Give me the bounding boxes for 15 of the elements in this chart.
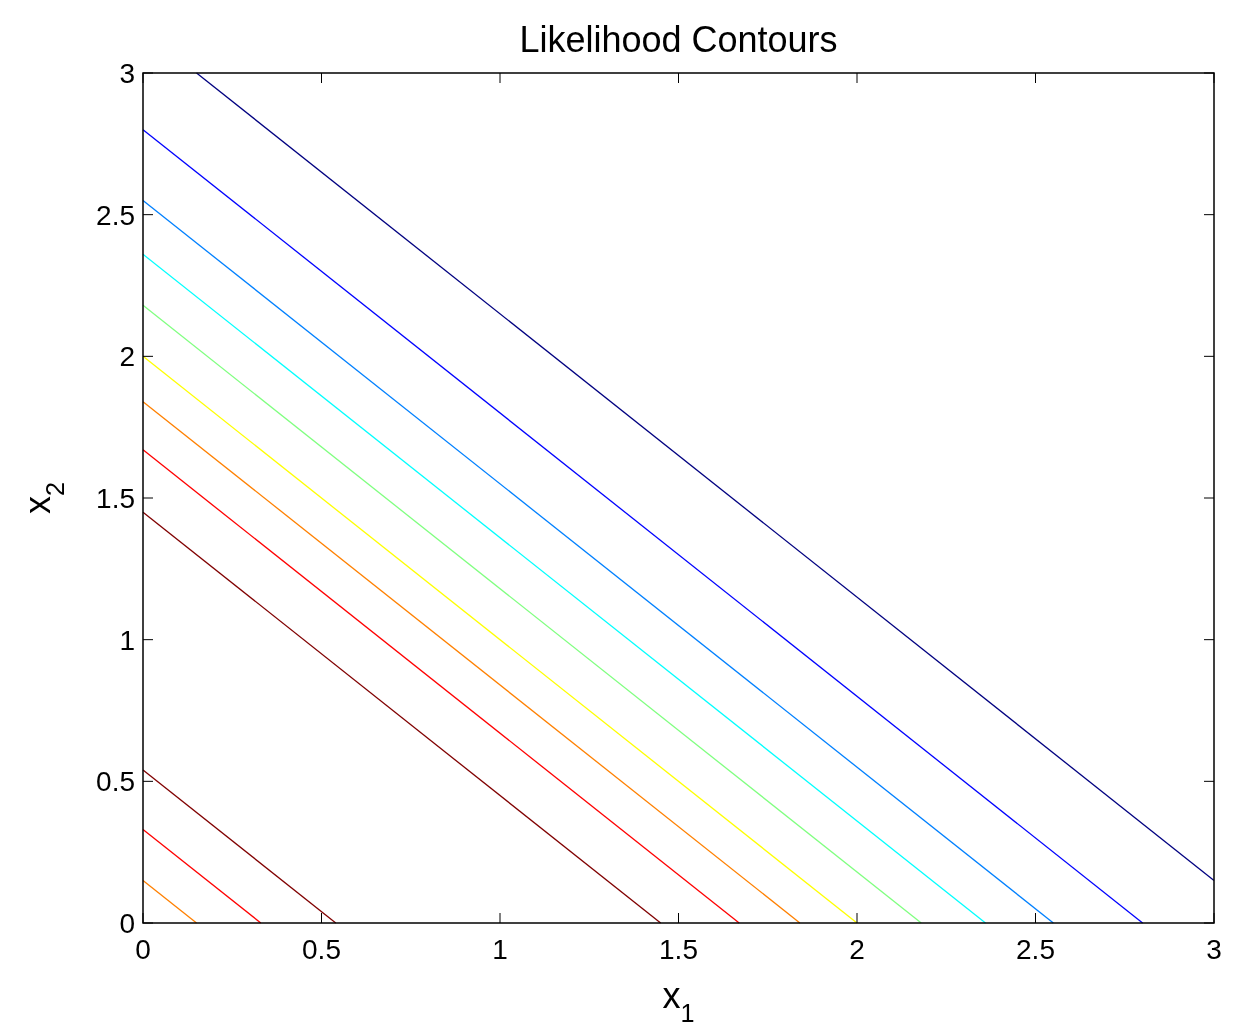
x-tick-label: 0.5 (302, 934, 341, 965)
y-tick-label: 3 (119, 58, 135, 89)
x-axis-title: x$_{1}$ (662, 975, 695, 1027)
y-tick-label: 2 (119, 341, 135, 373)
y-tick-label: 1 (119, 624, 135, 656)
x-tick-label: 1.5 (659, 934, 698, 965)
y-tick-label: 2.5 (96, 199, 135, 231)
x-tick-label: 3 (1206, 934, 1222, 965)
chart-title: Likelihood Contours (519, 19, 838, 60)
y-tick-label: 0 (119, 908, 135, 939)
x-tick-label: 1 (492, 934, 508, 965)
y-tick-label: 1.5 (96, 483, 135, 514)
y-tick-label: 0.5 (96, 766, 135, 798)
x-tick-label: 2 (849, 934, 865, 965)
x-tick-label: 2.5 (1016, 934, 1055, 965)
